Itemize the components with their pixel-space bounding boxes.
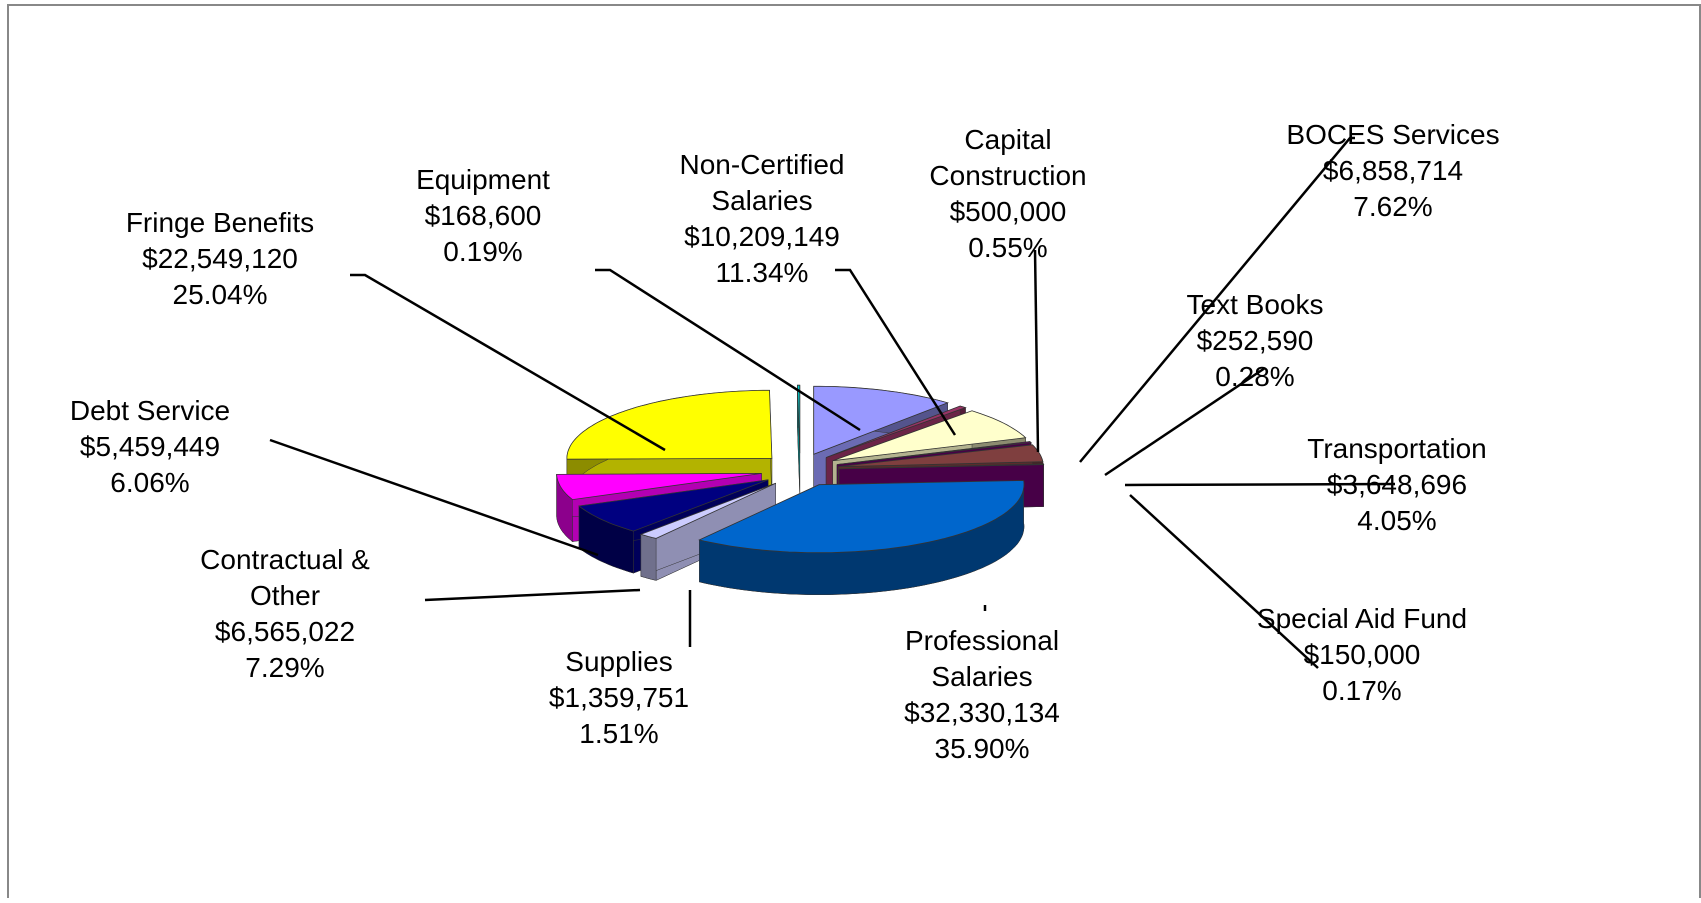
value-label: $252,590 xyxy=(1197,325,1314,356)
category-label-wrap: Salaries xyxy=(931,661,1032,692)
percent-label: 7.62% xyxy=(1353,191,1432,222)
category-label: Text Books xyxy=(1187,289,1324,320)
value-label: $3,648,696 xyxy=(1327,469,1467,500)
value-label: $168,600 xyxy=(425,200,542,231)
percent-label: 35.90% xyxy=(935,733,1030,764)
percent-label: 0.17% xyxy=(1322,675,1401,706)
percent-label: 25.04% xyxy=(173,279,268,310)
value-label: $6,565,022 xyxy=(215,616,355,647)
percent-label: 4.05% xyxy=(1357,505,1436,536)
category-label: Equipment xyxy=(416,164,550,195)
percent-label: 0.19% xyxy=(443,236,522,267)
value-label: $1,359,751 xyxy=(549,682,689,713)
value-label: $10,209,149 xyxy=(684,221,840,252)
value-label: $22,549,120 xyxy=(142,243,298,274)
category-label: Special Aid Fund xyxy=(1257,603,1467,634)
category-label: Non-Certified xyxy=(680,149,845,180)
percent-label: 1.51% xyxy=(579,718,658,749)
category-label: Fringe Benefits xyxy=(126,207,314,238)
value-label: $150,000 xyxy=(1304,639,1421,670)
category-label: BOCES Services xyxy=(1286,119,1499,150)
category-label: Transportation xyxy=(1307,433,1487,464)
category-label: Supplies xyxy=(565,646,672,677)
value-label: $6,858,714 xyxy=(1323,155,1463,186)
percent-label: 7.29% xyxy=(245,652,324,683)
percent-label: 0.28% xyxy=(1215,361,1294,392)
category-label-wrap: Salaries xyxy=(711,185,812,216)
value-label: $32,330,134 xyxy=(904,697,1060,728)
category-label-wrap: Other xyxy=(250,580,320,611)
category-label-wrap: Construction xyxy=(929,160,1086,191)
percent-label: 11.34% xyxy=(716,257,809,288)
percent-label: 0.55% xyxy=(968,232,1047,263)
category-label: Capital xyxy=(964,124,1051,155)
category-label: Debt Service xyxy=(70,395,230,426)
category-label: Professional xyxy=(905,625,1059,656)
value-label: $500,000 xyxy=(950,196,1067,227)
value-label: $5,459,449 xyxy=(80,431,220,462)
category-label: Contractual & xyxy=(200,544,370,575)
percent-label: 6.06% xyxy=(110,467,189,498)
slice-side xyxy=(641,534,656,580)
